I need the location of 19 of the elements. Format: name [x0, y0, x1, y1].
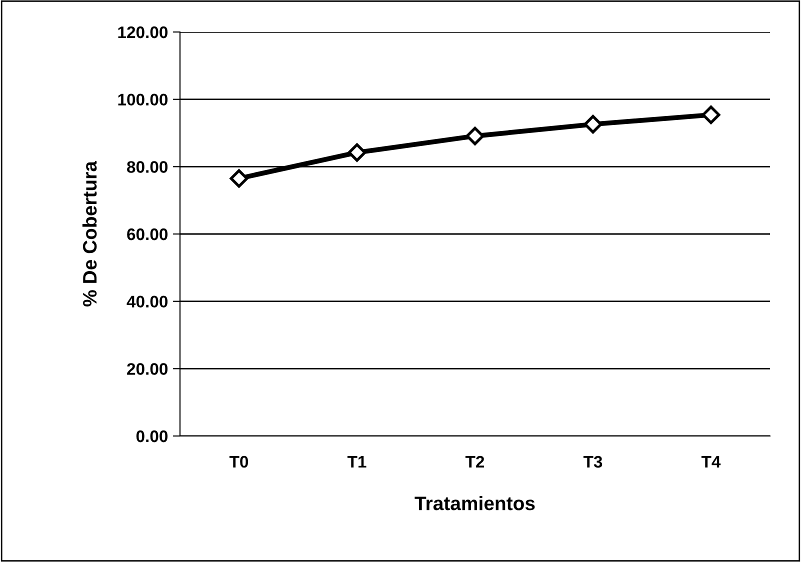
y-axis-title: % De Cobertura	[82, 160, 97, 306]
x-tick-label: T0	[229, 456, 248, 468]
x-tick-label: T3	[583, 456, 602, 468]
y-tick-label: 60.00	[127, 228, 168, 240]
x-tick-label: T2	[465, 456, 484, 468]
y-tick-label: 120.00	[118, 26, 168, 38]
y-tick-label: 80.00	[127, 161, 168, 173]
point	[466, 126, 484, 146]
y-tick-label: 0.00	[136, 430, 168, 442]
x-axis-title: Tratamientos	[414, 496, 535, 510]
point	[230, 169, 248, 188]
point	[348, 143, 366, 162]
y-tick-label: 100.00	[118, 94, 168, 106]
y-tick-label: 40.00	[126, 296, 168, 308]
point	[584, 115, 602, 134]
point	[702, 106, 720, 124]
x-tick-label: T1	[347, 456, 366, 468]
y-tick-label: 20.00	[127, 363, 168, 375]
x-tick-label: T4	[701, 456, 721, 468]
